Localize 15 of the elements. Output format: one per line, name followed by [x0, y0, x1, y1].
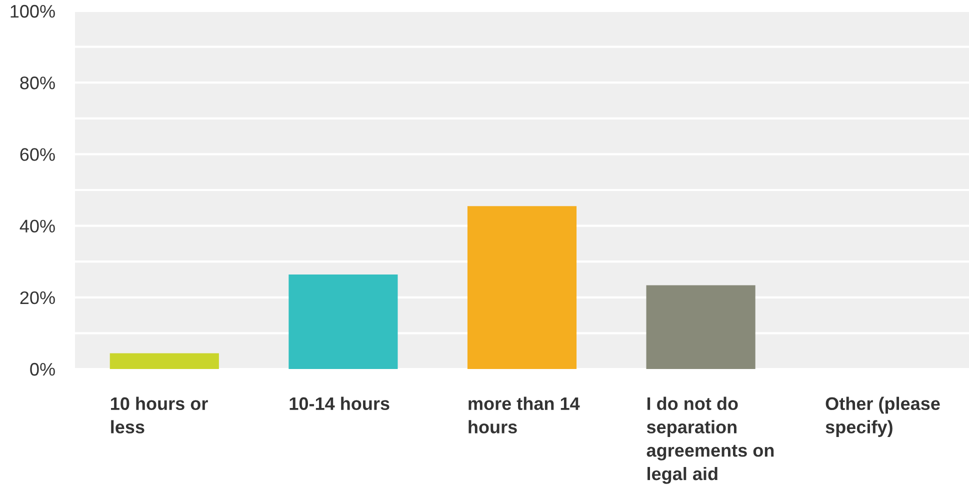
bar — [467, 206, 577, 369]
bar — [110, 353, 219, 369]
x-tick-label: 10-14 hours — [290, 396, 390, 410]
bar — [646, 285, 756, 369]
x-tick-label: I do not do separation agreements on legal aid — [646, 396, 774, 484]
x-tick-label: more than 14 hours — [468, 396, 580, 434]
y-tick-label: 100% — [10, 4, 55, 18]
y-tick-label: 60% — [20, 148, 55, 161]
bar — [288, 274, 398, 369]
y-tick-label: 20% — [20, 291, 55, 304]
x-tick-label: Other (please specify) — [826, 396, 940, 437]
x-tick-label: 10 hours or less — [111, 396, 208, 434]
y-tick-label: 80% — [20, 76, 55, 90]
y-tick-label: 40% — [20, 220, 55, 233]
y-tick-label: 0% — [30, 362, 55, 376]
